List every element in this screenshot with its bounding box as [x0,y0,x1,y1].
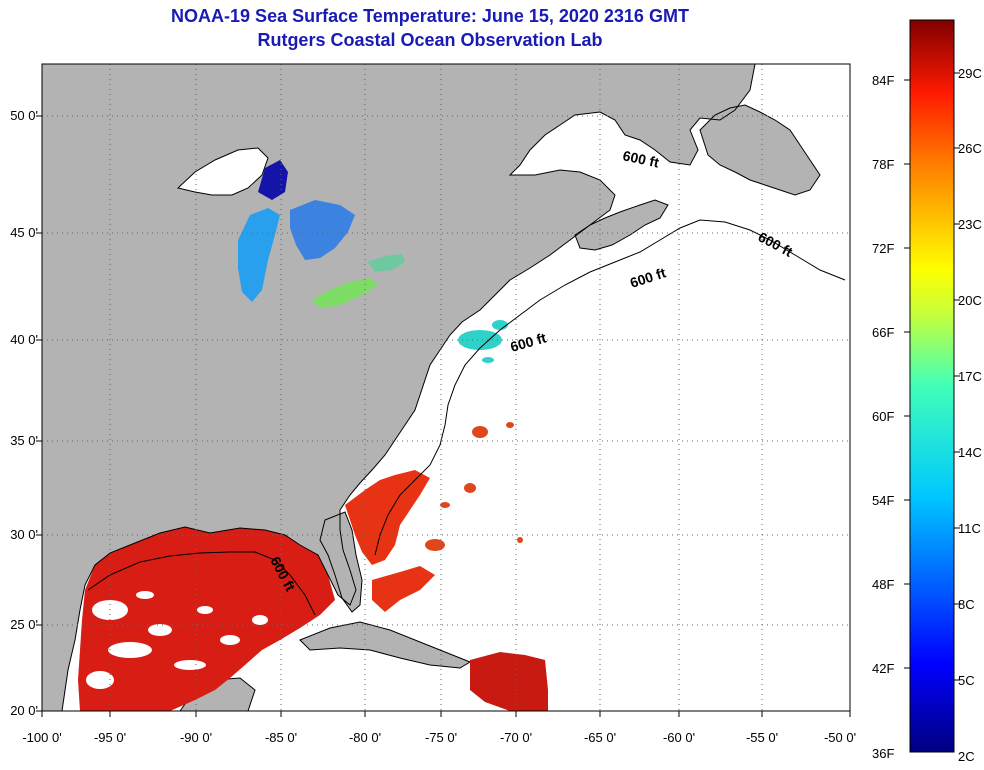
gulf-sst-warm [78,527,335,711]
colorbar-c-17: 17C [958,369,982,384]
lon-label-80: -80 0' [348,730,382,745]
isobath-600ft [374,219,846,556]
colorbar-f-78: 78F [872,157,895,172]
lon-label-85: -85 0' [264,730,298,745]
lat-label-50: 50 0' [10,108,38,123]
lat-label-20: 20 0' [10,703,38,718]
colorbar-c-2: 2C [958,749,975,764]
lake-superior [176,147,269,196]
lake-huron [290,200,355,260]
colorbar-f-48: 48F [872,577,895,592]
gulf-cloud-specks [86,591,268,689]
colorbar-c-11: 11C [958,521,981,536]
colorbar-c-23: 23C [958,217,982,232]
axis-ticks [36,115,851,717]
lon-label-60: -60 0' [662,730,696,745]
colorbar [909,19,955,753]
isobath-600ft-gulf [87,551,316,616]
lat-label-30: 30 0' [10,527,38,542]
lat-label-40: 40 0' [10,332,38,347]
nova-scotia [574,199,669,251]
lon-label-95: -95 0' [93,730,127,745]
lat-label-45: 45 0' [10,225,38,240]
lon-label-100: -100 0' [22,730,62,745]
colorbar-f-66: 66F [872,325,895,340]
colorbar-f-36: 36F [872,746,895,761]
colorbar-c-8: 8C [958,597,975,612]
atlantic-sst-patch [372,566,435,612]
lon-label-55: -55 0' [745,730,779,745]
land-mass [42,64,755,711]
contour-label-1: 600 ft [621,147,660,170]
colorbar-f-72: 72F [872,241,895,256]
colorbar-c-20: 20C [958,293,982,308]
lat-label-35: 35 0' [10,433,38,448]
lon-label-75: -75 0' [424,730,458,745]
atlantic-coastline [61,64,756,711]
colorbar-f-84: 84F [872,73,895,88]
atlantic-sst-specks [425,422,523,551]
newfoundland [699,104,821,196]
lat-label-25: 25 0' [10,617,38,632]
colorbar-c-29: 29C [958,66,982,81]
lake-michigan [238,208,280,302]
colorbar-f-42: 42F [872,661,895,676]
lon-label-65: -65 0' [583,730,617,745]
colorbar-ticks [904,72,960,681]
caribbean-sst [470,652,548,711]
lake-erie [312,278,378,308]
lon-label-50: -50 0' [823,730,857,745]
colorbar-f-60: 60F [872,409,895,424]
colorbar-c-5: 5C [958,673,975,688]
colorbar-f-54: 54F [872,493,895,508]
lon-label-90: -90 0' [179,730,213,745]
lake-ontario [368,254,405,272]
lon-label-70: -70 0' [499,730,533,745]
florida [319,511,363,613]
colorbar-c-14: 14C [958,445,982,460]
map-subtitle: Rutgers Coastal Ocean Observation Lab [257,30,603,50]
colorbar-c-26: 26C [958,141,982,156]
map-title: NOAA-19 Sea Surface Temperature: June 15… [171,6,689,26]
cuba [299,621,472,669]
